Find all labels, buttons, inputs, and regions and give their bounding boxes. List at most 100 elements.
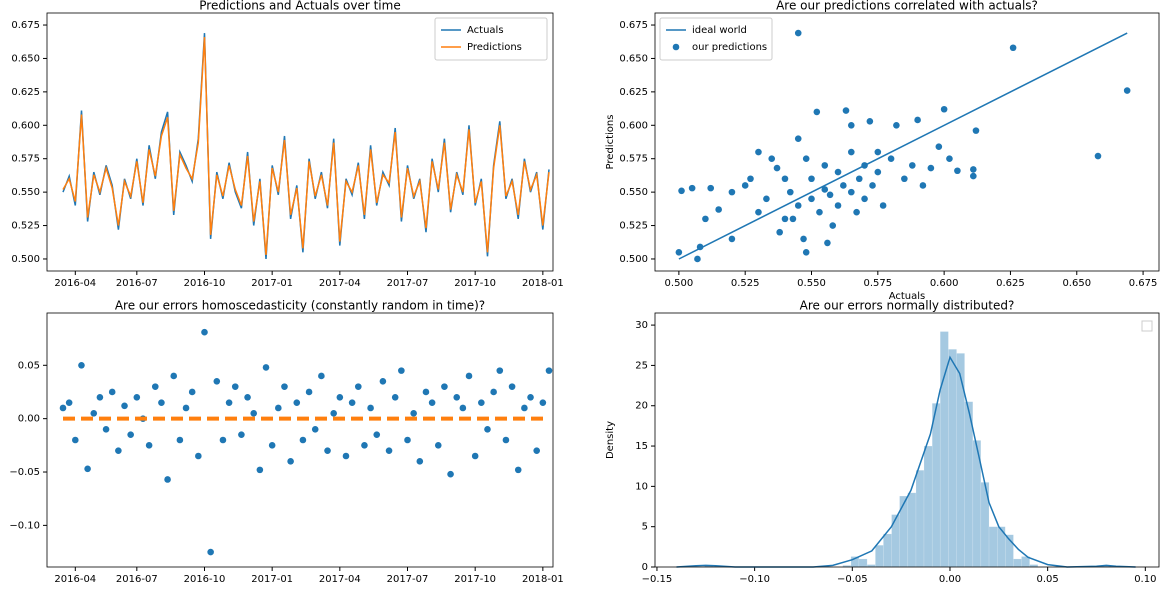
scatter-point: [354, 383, 362, 390]
y-tick-label: 0.00: [18, 414, 40, 425]
y-tick-label: 0.05: [18, 360, 40, 371]
scatter-point: [781, 215, 789, 223]
scatter-point: [379, 378, 387, 385]
scatter-point: [834, 202, 842, 209]
scatter-point: [909, 162, 916, 169]
scatter-point: [471, 452, 479, 460]
scatter-point: [874, 168, 882, 176]
axes-frame: [654, 12, 1160, 272]
scatter-point: [342, 452, 350, 460]
scatter-point: [391, 394, 399, 401]
x-tick-label: 0.600: [930, 278, 959, 289]
scatter-point: [158, 399, 165, 406]
scatter-point: [59, 404, 67, 412]
scatter-point: [763, 195, 770, 203]
histogram-bar: [923, 445, 933, 568]
y-tick-label: 15: [635, 441, 648, 452]
y-tick-label: 0.625: [619, 87, 648, 98]
scatter-point: [90, 410, 98, 417]
scatter-point: [781, 175, 789, 183]
scatter-point: [385, 447, 393, 454]
x-tick-label: 2017-01: [251, 278, 293, 289]
x-tick-label: 0.625: [996, 278, 1025, 289]
scatter-point: [879, 202, 887, 209]
scatter-point: [813, 108, 821, 116]
chart-title: Predictions and Actuals over time: [199, 0, 400, 13]
scatter-point: [696, 243, 704, 251]
scatter-point: [935, 143, 943, 150]
scatter-point: [533, 447, 540, 454]
scatter-point: [816, 208, 823, 216]
x-axis-label: Actuals: [889, 291, 926, 302]
x-tick-label: 2018-01: [522, 574, 564, 585]
y-tick-label: 0.600: [11, 120, 40, 131]
scatter-point: [441, 383, 448, 390]
scatter-point: [901, 175, 908, 183]
x-tick-label: 2016-10: [184, 278, 226, 289]
scatter-point: [484, 426, 491, 433]
scatter-point: [231, 383, 239, 390]
y-tick-label: 5: [642, 522, 648, 533]
y-tick-label: 0.675: [619, 20, 648, 31]
scatter-point: [453, 394, 461, 401]
scatter-point: [776, 228, 783, 236]
scatter-point: [170, 372, 178, 380]
scatter-point: [219, 436, 227, 444]
scatter-point: [281, 383, 288, 390]
scatter-point: [808, 175, 815, 183]
y-tick-label: 0.525: [11, 221, 40, 232]
scatter-point: [802, 155, 810, 163]
scatter-point: [794, 202, 802, 209]
scatter-point: [826, 191, 834, 199]
scatter-point: [853, 208, 860, 216]
y-tick-label: −0.10: [9, 520, 40, 531]
scatter-point: [398, 367, 405, 374]
scatter-point: [847, 148, 855, 156]
chart-title: Are our predictions correlated with actu…: [776, 0, 1038, 13]
histogram-bar: [875, 544, 884, 568]
scatter-point: [800, 235, 807, 243]
scatter-point: [861, 162, 868, 169]
scatter-point: [293, 399, 301, 406]
scatter-point: [808, 195, 815, 203]
scatter-point: [773, 164, 781, 172]
line-series: [62, 37, 550, 256]
scatter-point: [678, 187, 685, 195]
scatter-point: [855, 175, 863, 183]
scatter-point: [102, 426, 110, 433]
scatter-point: [970, 166, 977, 173]
scatter-point: [755, 208, 762, 216]
x-tick-label: 2017-10: [454, 574, 496, 585]
scatter-point: [238, 431, 245, 438]
scatter-point: [318, 372, 325, 380]
scatter-point: [847, 188, 855, 196]
scatter-point: [250, 410, 258, 417]
chart-title: Are our errors homoscedasticity (constan…: [115, 299, 485, 313]
x-tick-label: 2017-07: [387, 574, 429, 585]
scatter-point: [324, 447, 331, 454]
x-tick-label: 0.00: [939, 574, 961, 585]
y-tick-label: 0.650: [11, 53, 40, 64]
x-tick-label: 2016-04: [54, 574, 96, 585]
scatter-point: [367, 404, 374, 412]
scatter-point: [755, 148, 762, 156]
x-tick-label: 0.500: [665, 278, 694, 289]
x-tick-label: 2016-07: [116, 278, 158, 289]
y-tick-label: 0.550: [11, 187, 40, 198]
scatter-point: [195, 452, 202, 460]
scatter-point: [465, 372, 473, 380]
scatter-point: [869, 182, 876, 189]
scatter-point: [188, 388, 196, 396]
scatter-point: [330, 410, 337, 417]
scatter-point: [728, 235, 736, 243]
scatter-point: [834, 168, 842, 176]
scatter-point: [201, 328, 208, 336]
y-tick-label: 25: [635, 360, 648, 371]
histogram-bar: [988, 526, 998, 568]
scatter-point: [840, 182, 847, 189]
line-series: [678, 32, 1128, 260]
y-tick-label: 0.500: [11, 254, 40, 265]
scatter-point: [521, 404, 528, 412]
scatter-point: [702, 215, 709, 223]
